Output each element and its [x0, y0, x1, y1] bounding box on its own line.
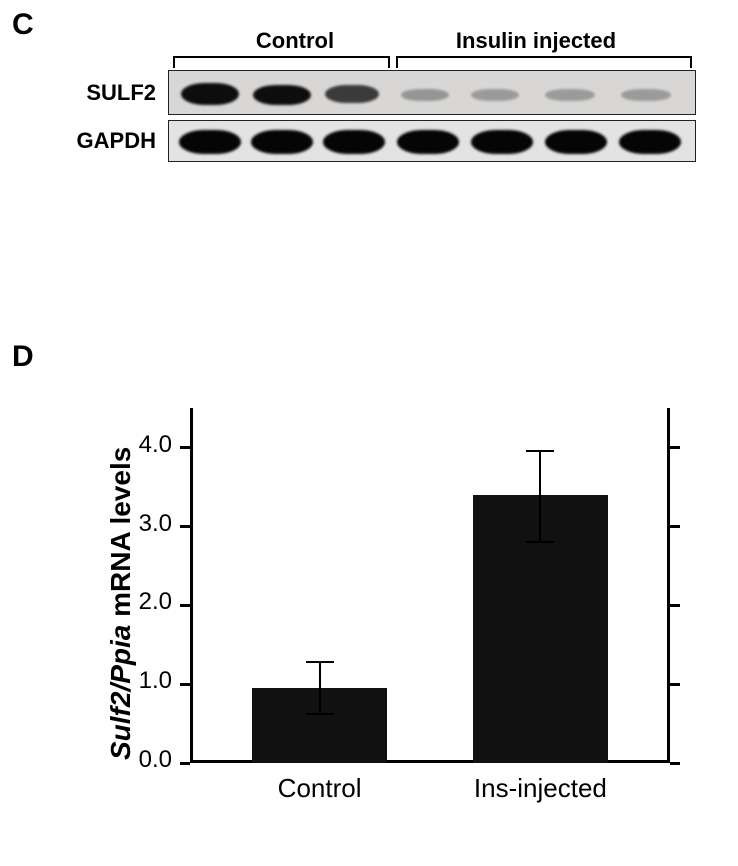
- y-tick: [180, 446, 190, 449]
- y-tick-right: [670, 446, 680, 449]
- blot-row-label: GAPDH: [56, 128, 156, 154]
- y-axis-right: [667, 408, 670, 763]
- blot-band: [251, 130, 313, 154]
- blot-group-bracket: [173, 56, 390, 58]
- blot-group-header: Insulin injected: [416, 28, 656, 54]
- y-axis-title: Sulf2/Ppia mRNA levels: [105, 447, 137, 760]
- blot-band: [545, 89, 595, 101]
- y-tick-right: [670, 604, 680, 607]
- y-tick: [180, 604, 190, 607]
- blot-band: [471, 89, 519, 101]
- blot-row-label: SULF2: [56, 80, 156, 106]
- blot-band: [545, 130, 607, 154]
- blot-band: [181, 83, 239, 105]
- panel-label-c: C: [12, 8, 34, 42]
- panel-label-d: D: [12, 340, 34, 374]
- blot-band: [621, 89, 671, 101]
- y-tick: [180, 525, 190, 528]
- blot-band: [325, 85, 379, 103]
- x-category-label: Control: [210, 773, 430, 804]
- blot-group-header: Control: [205, 28, 385, 54]
- blot-band: [401, 89, 449, 101]
- blot-band: [619, 130, 681, 154]
- blot-group-bracket: [396, 56, 692, 58]
- errorbar-cap: [526, 541, 554, 543]
- x-category-label: Ins-injected: [430, 773, 650, 804]
- errorbar: [319, 662, 321, 714]
- blot-strip: [168, 70, 696, 115]
- errorbar-cap: [526, 450, 554, 452]
- blot-band: [253, 85, 311, 105]
- blot-strip: [168, 120, 696, 162]
- y-tick: [180, 683, 190, 686]
- blot-band: [397, 130, 459, 154]
- y-tick-right: [670, 683, 680, 686]
- blot-band: [179, 130, 241, 154]
- y-tick-right: [670, 762, 680, 765]
- errorbar-cap: [306, 661, 334, 663]
- errorbar: [539, 451, 541, 542]
- y-tick-right: [670, 525, 680, 528]
- blot-band: [323, 130, 385, 154]
- y-tick: [180, 762, 190, 765]
- y-axis-left: [190, 408, 193, 763]
- errorbar-cap: [306, 713, 334, 715]
- blot-band: [471, 130, 533, 154]
